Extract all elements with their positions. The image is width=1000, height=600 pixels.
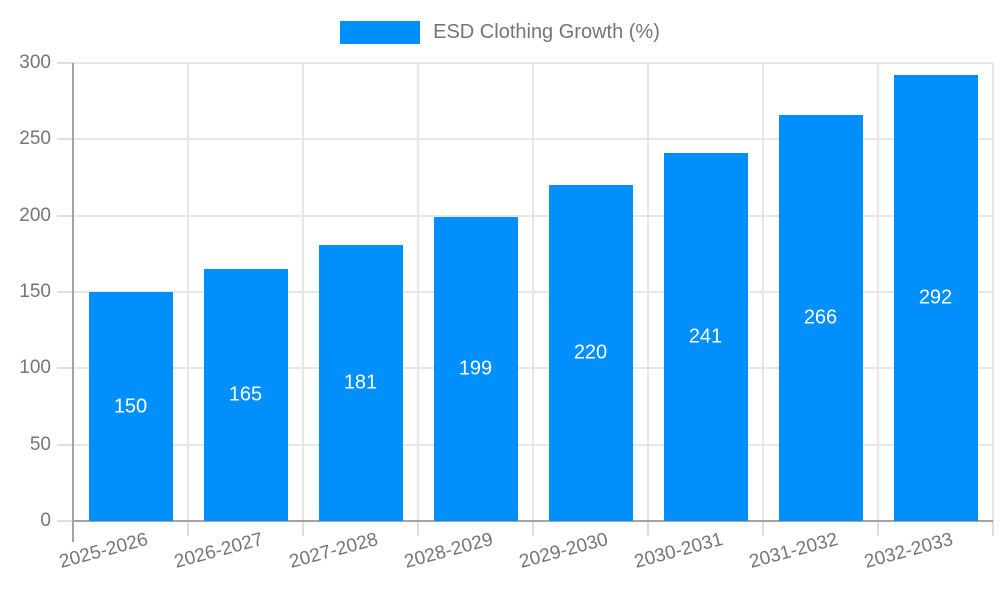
y-axis-label: 200	[19, 204, 51, 226]
bar-value-label: 150	[113, 395, 148, 417]
y-axis-tick	[57, 367, 73, 370]
x-axis-label: 2026-2027	[171, 529, 265, 573]
y-axis-line	[72, 63, 74, 542]
y-axis-label: 0	[40, 510, 51, 531]
bar-2028-2029[interactable]: 199	[433, 217, 518, 521]
bar-value-label: 199	[458, 357, 493, 380]
bar-2026-2027[interactable]: 165	[203, 269, 288, 521]
bar-2025-2026[interactable]: 150	[88, 292, 173, 521]
gridline-vertical	[647, 63, 649, 521]
y-axis-label: 150	[19, 281, 51, 302]
x-axis-tick	[992, 521, 994, 536]
legend-label: ESD Clothing Growth (%)	[433, 20, 660, 43]
bar-value-label: 181	[343, 371, 378, 394]
y-axis-label: 250	[19, 128, 51, 150]
gridline-vertical	[532, 63, 534, 521]
x-axis-label: 2030-2031	[631, 529, 725, 573]
y-axis-label: 300	[19, 52, 51, 73]
x-axis-label: 2027-2028	[286, 529, 380, 573]
x-axis-label: 2031-2032	[746, 529, 840, 573]
bar-2027-2028[interactable]: 181	[318, 244, 403, 521]
gridline-vertical	[187, 63, 189, 521]
y-axis-tick	[57, 443, 73, 446]
x-axis-tick	[762, 521, 764, 536]
x-axis-label: 2028-2029	[401, 529, 495, 573]
y-axis-tick	[57, 214, 73, 217]
x-axis-line	[73, 520, 993, 522]
x-axis-label: 2029-2030	[516, 529, 610, 573]
y-axis-tick	[57, 62, 73, 64]
bar-value-label: 220	[573, 341, 608, 364]
bar-2029-2030[interactable]: 220	[548, 185, 633, 521]
gridline-vertical	[762, 63, 764, 521]
bar-value-label: 165	[228, 383, 263, 406]
x-axis-tick	[647, 521, 649, 536]
x-axis-tick	[877, 521, 879, 536]
x-axis-label: 2025-2026	[56, 529, 150, 573]
x-axis-tick	[417, 521, 419, 536]
legend-color-swatch	[340, 20, 421, 44]
x-axis-tick	[532, 521, 534, 536]
bar-2031-2032[interactable]: 266	[778, 114, 863, 521]
gridline-vertical	[302, 63, 304, 521]
y-axis-tick	[57, 520, 73, 522]
legend-item[interactable]: ESD Clothing Growth (%)	[0, 19, 1000, 45]
gridline-vertical	[877, 63, 879, 521]
y-axis-tick	[57, 138, 73, 141]
x-axis-label: 2032-2033	[861, 529, 955, 573]
gridline-vertical	[992, 63, 994, 521]
gridline-vertical	[417, 63, 419, 521]
x-axis-tick	[187, 521, 189, 536]
bar-value-label: 241	[688, 325, 723, 348]
x-axis-tick	[302, 521, 304, 536]
bar-value-label: 266	[803, 306, 838, 329]
y-axis-label: 50	[29, 433, 51, 455]
bar-2032-2033[interactable]: 292	[893, 75, 978, 521]
y-axis-tick	[57, 291, 73, 293]
y-axis-label: 100	[19, 357, 51, 379]
bar-2030-2031[interactable]: 241	[663, 153, 748, 521]
bar-value-label: 292	[918, 286, 953, 309]
